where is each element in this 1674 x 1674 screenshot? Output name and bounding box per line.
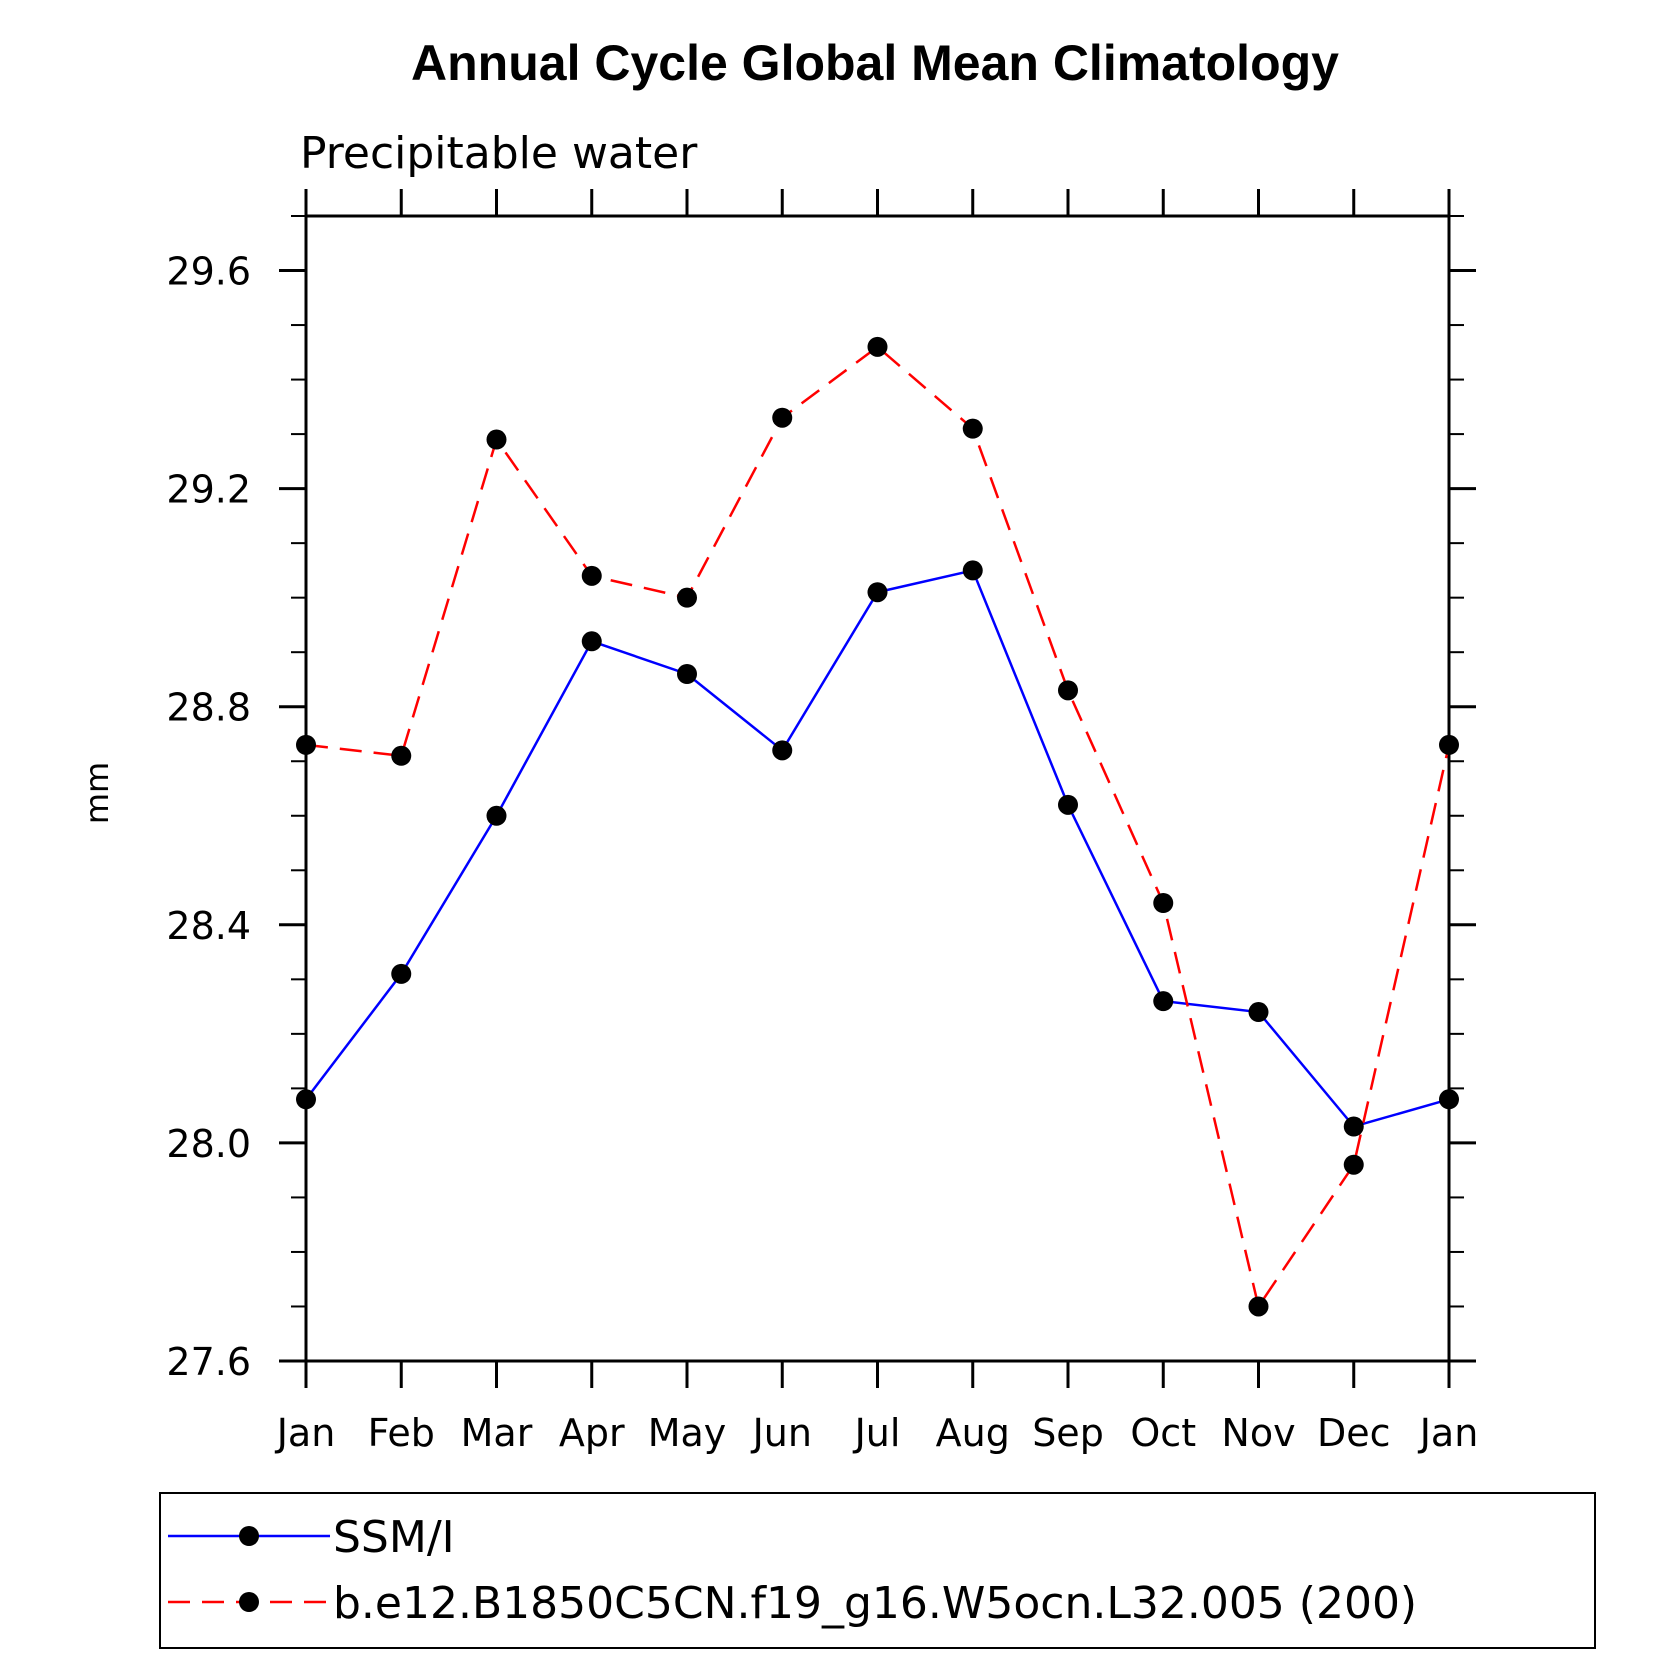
series-0-point	[486, 805, 507, 826]
series-0-point	[962, 560, 983, 581]
x-tick-label: Jul	[853, 1411, 901, 1455]
series-1-point	[581, 565, 602, 586]
x-tick-label: Oct	[1130, 1411, 1196, 1455]
series-1-point	[1058, 680, 1078, 701]
y-tick-label: 29.2	[166, 468, 251, 512]
series-0-point	[772, 740, 793, 761]
x-tick-label: Jan	[275, 1411, 336, 1455]
x-tick-label: Jan	[1418, 1411, 1479, 1455]
x-tick-label: May	[648, 1411, 727, 1455]
x-tick-label: Sep	[1032, 1411, 1104, 1455]
series-1-point	[1153, 893, 1174, 913]
series-0-point	[391, 963, 412, 984]
series-0-point	[581, 631, 602, 652]
series-0-point	[1248, 1002, 1269, 1023]
series-1-point	[1439, 734, 1459, 755]
plot-frame	[304, 214, 1451, 1363]
y-tick-label: 28.4	[166, 904, 251, 948]
series-0-point	[296, 1089, 316, 1110]
series-0-point	[1058, 794, 1078, 815]
chart-subtitle: Precipitable water	[300, 128, 698, 179]
series-0-point	[677, 664, 697, 684]
x-tick-label: Feb	[368, 1411, 435, 1455]
x-tick-label: Apr	[559, 1411, 625, 1455]
series-0-point	[1439, 1089, 1459, 1110]
x-tick-label: Nov	[1221, 1411, 1295, 1455]
series-0-point	[1153, 991, 1174, 1012]
series-1-point	[1343, 1154, 1364, 1175]
legend-marker-model	[239, 1592, 259, 1612]
series-1-point	[867, 336, 888, 357]
legend-box	[159, 1492, 1596, 1649]
series-1-point	[962, 418, 983, 439]
series-line-1	[305, 345, 1451, 1310]
x-tick-label: Dec	[1317, 1411, 1391, 1455]
y-axis-label: mm	[78, 762, 116, 824]
series-1-point	[391, 745, 412, 766]
legend-label-model: b.e12.B1850C5CN.f19_g16.W5ocn.L32.005 (2…	[333, 1578, 1417, 1629]
series-1-point	[486, 429, 507, 450]
y-tick-label: 28.0	[166, 1122, 251, 1166]
legend: SSM/I b.e12.B1850C5CN.f19_g16.W5ocn.L32.…	[159, 1492, 1596, 1649]
series-1-point	[296, 734, 316, 755]
series-1-point	[772, 407, 793, 428]
y-tick-label: 29.6	[166, 250, 251, 294]
y-tick-label: 28.8	[166, 686, 251, 730]
x-tick-label: Jun	[751, 1411, 812, 1455]
y-tick-label: 27.6	[166, 1340, 251, 1384]
legend-marker-ssmi	[239, 1526, 259, 1546]
series-line-0	[305, 568, 1450, 1128]
series-1-point	[677, 587, 697, 608]
x-tick-label: Aug	[936, 1411, 1010, 1455]
series-0-point	[1343, 1116, 1364, 1137]
series-1-point	[1248, 1296, 1269, 1317]
series-0-point	[867, 582, 888, 603]
legend-label-ssmi: SSM/I	[333, 1512, 455, 1563]
x-tick-label: Mar	[461, 1411, 533, 1455]
chart-title: Annual Cycle Global Mean Climatology	[411, 35, 1339, 91]
series-layer	[296, 336, 1459, 1317]
axis-ticks: Jan Feb Mar Apr May Jun Jul Aug Sep Oct Nov Dec Jan 2…	[166, 189, 1478, 1455]
